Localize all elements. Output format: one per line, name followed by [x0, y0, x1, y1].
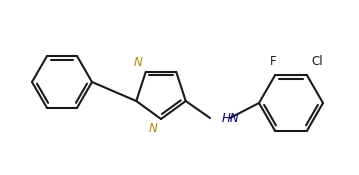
Text: F: F	[270, 55, 276, 68]
Text: N: N	[148, 122, 157, 135]
Text: Cl: Cl	[311, 55, 323, 68]
Text: HN: HN	[222, 111, 239, 124]
Text: N: N	[134, 56, 143, 69]
